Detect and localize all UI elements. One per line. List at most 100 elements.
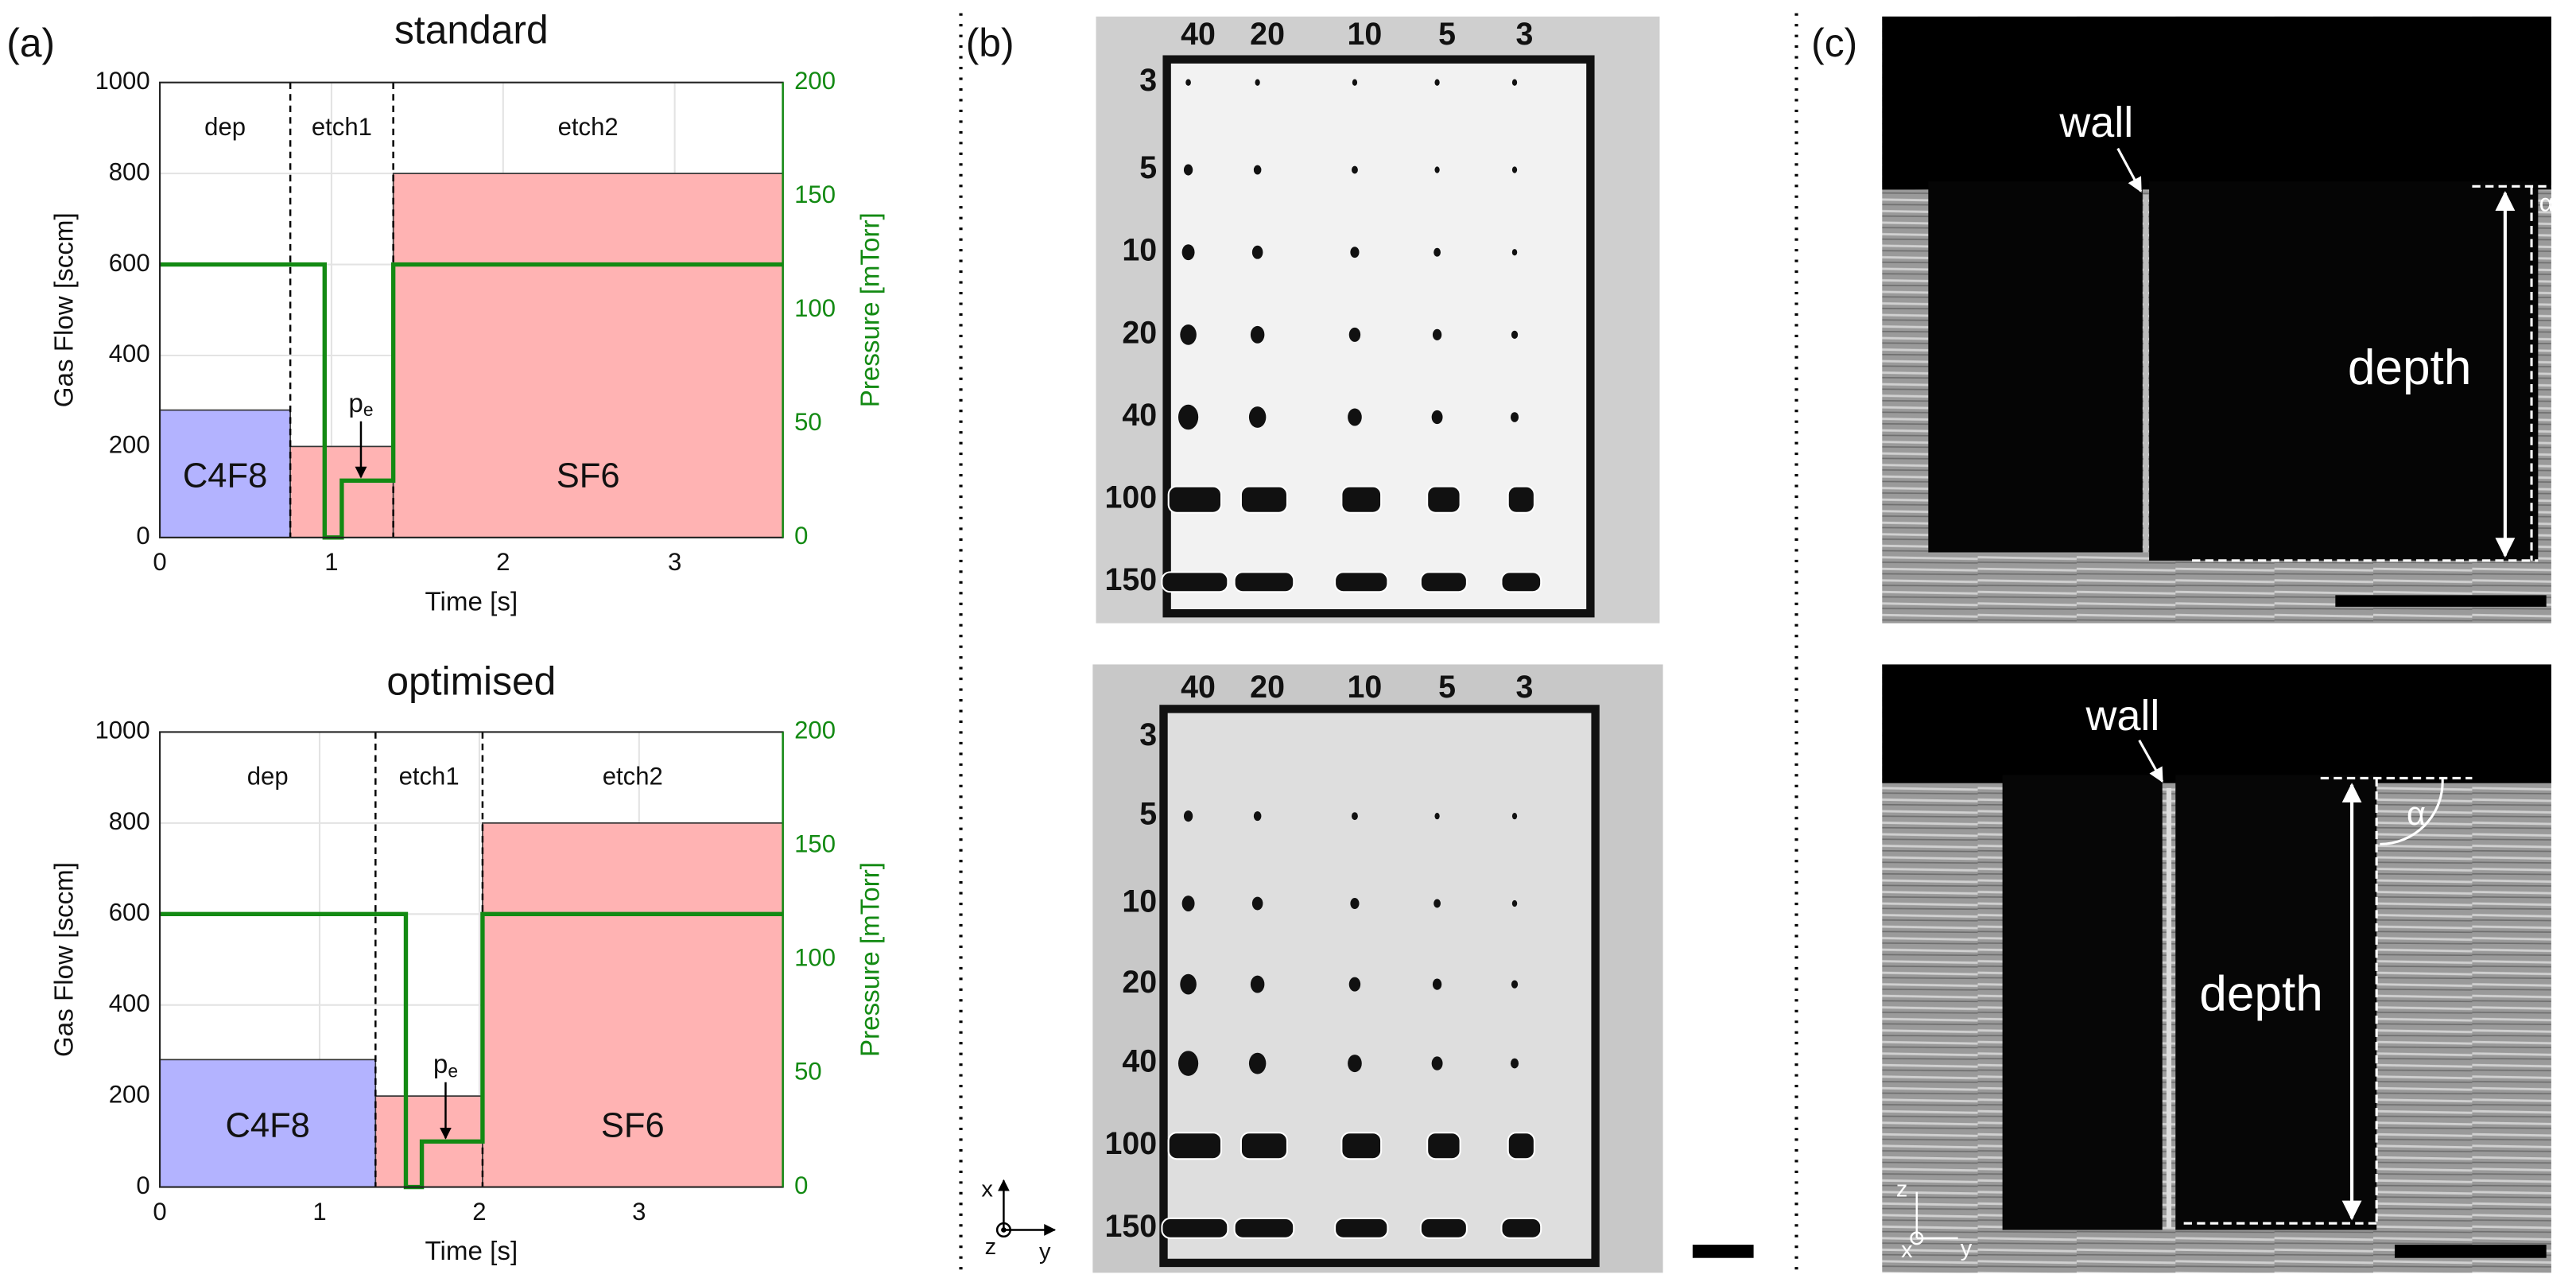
axis-icon-label: z (985, 1234, 997, 1260)
y-tick-label: 200 (109, 431, 150, 459)
column-label: 5 (1438, 670, 1456, 705)
bar (482, 822, 784, 1188)
chart-title: optimised (386, 659, 556, 703)
annotation: pe (433, 1050, 458, 1082)
y-tick-label: 0 (136, 1171, 149, 1199)
phase-label: etch2 (603, 763, 663, 791)
panel-label: (b) (966, 21, 1014, 65)
annotation-subscript: e (363, 399, 374, 420)
spot (1434, 813, 1440, 820)
phase-label: etch1 (312, 113, 372, 141)
y2-tick-label: 150 (794, 830, 836, 858)
annotation: α (2407, 795, 2426, 832)
spot (1434, 166, 1440, 173)
x-tick-label: 2 (472, 1198, 486, 1226)
y-tick-label: 800 (109, 157, 150, 185)
phase-label: etch2 (558, 113, 619, 141)
axes-icon (995, 1179, 1057, 1238)
spot (1507, 1132, 1535, 1160)
spot (1348, 327, 1361, 342)
spot (1185, 79, 1191, 86)
spot (1352, 165, 1358, 174)
y2-tick-label: 200 (794, 67, 836, 95)
y2-tick-label: 50 (794, 408, 822, 436)
x-tick-label: 1 (312, 1198, 326, 1226)
column-label: 3 (1516, 670, 1534, 705)
spot (1233, 1217, 1295, 1239)
spot (1511, 980, 1519, 989)
scale-bar (1692, 1245, 1754, 1258)
x-axis-label: Time [s] (425, 1237, 518, 1266)
y2-tick-label: 50 (794, 1058, 822, 1086)
column-label: 20 (1250, 17, 1285, 52)
row-label: 10 (1122, 233, 1157, 268)
spot (1181, 896, 1195, 911)
spot (1340, 485, 1383, 514)
spot (1233, 571, 1295, 593)
spot (1419, 1217, 1468, 1239)
spot (1511, 249, 1518, 256)
row-label: 100 (1104, 1126, 1157, 1161)
x-axis-label: Time [s] (425, 588, 518, 617)
y2-tick-label: 100 (794, 294, 836, 322)
column-label: 5 (1438, 17, 1456, 52)
series-label: SF6 (601, 1106, 665, 1144)
column-label: 40 (1181, 17, 1216, 52)
spot (1350, 898, 1360, 909)
row-label: 5 (1139, 150, 1157, 185)
spot (1161, 1217, 1229, 1239)
column-label: 10 (1347, 670, 1382, 705)
pressure-line (160, 911, 783, 1190)
column-label: 3 (1516, 17, 1534, 52)
pressure-line (160, 262, 783, 540)
image-c-top (1882, 16, 2565, 624)
annotation: wall (2058, 99, 2133, 146)
spot (1348, 408, 1362, 426)
spot (1180, 324, 1197, 345)
axis-icon-label: x (1901, 1237, 1913, 1263)
y2-tick-label: 100 (794, 944, 836, 972)
column-label: 40 (1181, 670, 1216, 705)
series-label: SF6 (557, 457, 620, 495)
spot (1511, 899, 1518, 907)
y-tick-label: 0 (136, 522, 149, 550)
row-label: 40 (1122, 398, 1157, 433)
phase-label: etch1 (399, 763, 460, 791)
row-label: 5 (1139, 797, 1157, 832)
spot (1511, 166, 1518, 173)
spot (1348, 1055, 1362, 1073)
x-tick-label: 1 (324, 548, 338, 576)
x-tick-label: 3 (668, 548, 681, 576)
annotation-text: p (433, 1050, 448, 1079)
spot (1250, 325, 1265, 344)
spot (1500, 1217, 1542, 1239)
row-label: 20 (1122, 315, 1157, 350)
spot (1240, 1132, 1288, 1160)
spot (1510, 1058, 1519, 1069)
image-c-bottom (1882, 664, 2551, 1273)
row-label: 40 (1122, 1044, 1157, 1079)
bar (392, 173, 784, 538)
spot (1334, 1217, 1389, 1239)
panel-label: (c) (1811, 21, 1857, 65)
annotation-subscript: e (448, 1060, 458, 1081)
x-tick-label: 0 (153, 1198, 166, 1226)
spot (1177, 404, 1199, 430)
spot (1434, 79, 1440, 86)
spot (1507, 485, 1535, 514)
y2-axis-label: Pressure [mTorr] (855, 862, 885, 1057)
series-label: C4F8 (225, 1106, 309, 1144)
row-label: 150 (1104, 1209, 1157, 1244)
spot (1251, 896, 1263, 911)
axis-icon-label: y (1961, 1236, 1973, 1261)
spot (1426, 1132, 1461, 1160)
spot (1511, 79, 1518, 86)
spot (1250, 975, 1265, 993)
annotation: pe (348, 389, 373, 421)
spot (1419, 571, 1468, 593)
spot (1432, 328, 1442, 340)
image-b-bottom (1092, 664, 1663, 1273)
axis-icon-label: x (981, 1176, 993, 1202)
